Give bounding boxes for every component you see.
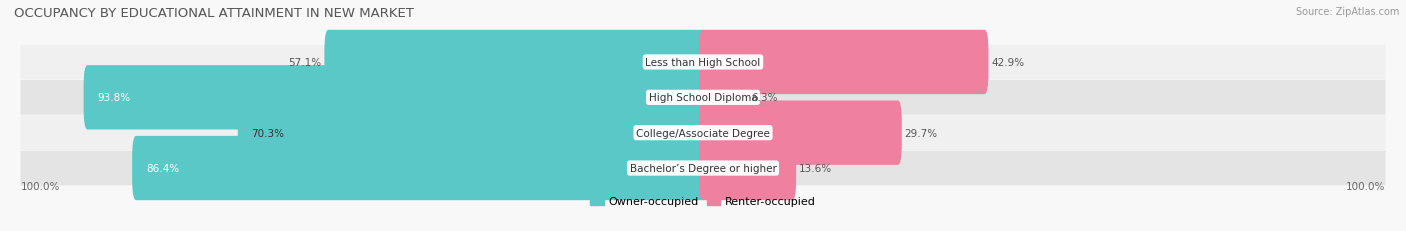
FancyBboxPatch shape <box>699 101 901 165</box>
FancyBboxPatch shape <box>699 31 988 95</box>
FancyBboxPatch shape <box>21 116 1385 150</box>
FancyBboxPatch shape <box>132 136 707 200</box>
Text: High School Diploma: High School Diploma <box>648 93 758 103</box>
Text: Bachelor’s Degree or higher: Bachelor’s Degree or higher <box>630 163 776 173</box>
Text: College/Associate Degree: College/Associate Degree <box>636 128 770 138</box>
Text: 42.9%: 42.9% <box>991 58 1024 68</box>
FancyBboxPatch shape <box>699 136 796 200</box>
Text: 29.7%: 29.7% <box>904 128 938 138</box>
FancyBboxPatch shape <box>325 31 707 95</box>
Text: Less than High School: Less than High School <box>645 58 761 68</box>
FancyBboxPatch shape <box>83 66 707 130</box>
FancyBboxPatch shape <box>238 101 707 165</box>
Text: 100.0%: 100.0% <box>1346 182 1385 191</box>
FancyBboxPatch shape <box>699 66 748 130</box>
FancyBboxPatch shape <box>21 151 1385 185</box>
Legend: Owner-occupied, Renter-occupied: Owner-occupied, Renter-occupied <box>586 191 820 210</box>
Text: 70.3%: 70.3% <box>252 128 284 138</box>
FancyBboxPatch shape <box>21 81 1385 115</box>
Text: 6.3%: 6.3% <box>751 93 778 103</box>
Text: Source: ZipAtlas.com: Source: ZipAtlas.com <box>1295 7 1399 17</box>
Text: 93.8%: 93.8% <box>97 93 131 103</box>
Text: 86.4%: 86.4% <box>146 163 179 173</box>
Text: 57.1%: 57.1% <box>288 58 322 68</box>
Text: 13.6%: 13.6% <box>799 163 832 173</box>
Text: 100.0%: 100.0% <box>21 182 60 191</box>
FancyBboxPatch shape <box>21 46 1385 80</box>
Text: OCCUPANCY BY EDUCATIONAL ATTAINMENT IN NEW MARKET: OCCUPANCY BY EDUCATIONAL ATTAINMENT IN N… <box>14 7 413 20</box>
